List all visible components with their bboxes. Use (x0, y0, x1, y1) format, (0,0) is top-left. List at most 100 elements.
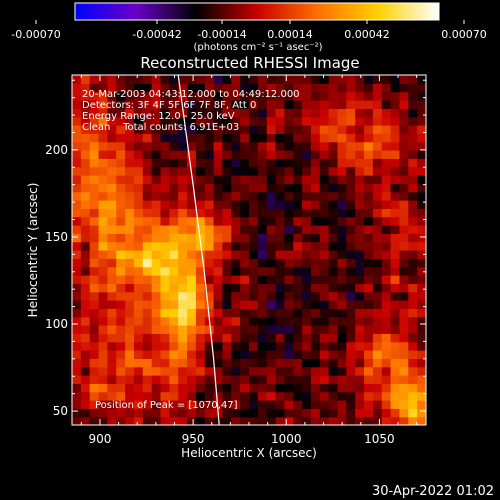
heatmap-cell (151, 150, 162, 159)
heatmap-cell (319, 358, 330, 368)
heatmap-cell (355, 341, 365, 351)
heatmap-cell (125, 250, 135, 259)
heatmap-cell (284, 283, 294, 293)
heatmap-cell (266, 91, 277, 101)
heatmap-cell (328, 133, 339, 143)
heatmap-cell (284, 408, 294, 418)
heatmap-cell (125, 233, 135, 243)
heatmap-cell (169, 233, 179, 243)
heatmap-cell (178, 75, 188, 84)
heatmap-cell (408, 75, 418, 84)
heatmap-cell (133, 175, 144, 184)
heatmap-cell (89, 300, 100, 309)
heatmap-cell (125, 383, 135, 393)
heatmap-cell (107, 300, 117, 309)
heatmap-cell (142, 116, 153, 126)
colorbar-tick-label: -0.00014 (197, 28, 246, 41)
heatmap-cell (116, 241, 126, 251)
heatmap-cell (116, 300, 126, 309)
heatmap-cell (107, 191, 117, 201)
heatmap-cell (355, 250, 365, 259)
heatmap-cell (213, 125, 224, 134)
heatmap-cell (417, 200, 426, 209)
heatmap-cell (213, 383, 224, 393)
heatmap-cell (346, 83, 356, 93)
heatmap-cell (169, 325, 179, 334)
heatmap-cell (125, 100, 135, 109)
heatmap-cell (381, 316, 392, 326)
heatmap-cell (293, 300, 303, 309)
heatmap-cell (293, 266, 303, 276)
heatmap-cell (346, 141, 356, 151)
heatmap-cell (195, 216, 206, 226)
heatmap-cell (293, 325, 303, 334)
heatmap-cell (169, 400, 179, 409)
heatmap-cell (417, 75, 426, 84)
heatmap-cell (346, 100, 356, 109)
heatmap-cell (310, 100, 321, 109)
heatmap-cell (302, 83, 312, 93)
heatmap-cell (213, 150, 224, 159)
heatmap-cell (390, 408, 401, 418)
heatmap-cell (381, 308, 392, 318)
heatmap-cell (98, 183, 108, 193)
heatmap-cell (98, 283, 108, 293)
heatmap-cell (372, 358, 383, 368)
heatmap-cell (302, 391, 312, 401)
heatmap-cell (133, 275, 144, 284)
heatmap-cell (399, 150, 409, 159)
heatmap-cell (222, 150, 232, 159)
heatmap-cell (319, 275, 330, 284)
heatmap-cell (390, 316, 401, 326)
heatmap-cell (98, 341, 108, 351)
heatmap-cell (222, 416, 232, 425)
heatmap-cell (337, 75, 347, 84)
heatmap-cell (72, 416, 82, 425)
heatmap-cell (293, 200, 303, 209)
heatmap-cell (381, 383, 392, 393)
heatmap-cell (133, 200, 144, 209)
heatmap-cell (293, 308, 303, 318)
heatmap-cell (275, 325, 285, 334)
heatmap-cell (417, 100, 426, 109)
heatmap-cell (302, 250, 312, 259)
heatmap-cell (399, 375, 409, 384)
heatmap-cell (249, 250, 259, 259)
heatmap-cell (319, 266, 330, 276)
heatmap-cell (169, 341, 179, 351)
heatmap-cell (275, 200, 285, 209)
heatmap-cell (116, 416, 126, 425)
heatmap-cell (390, 275, 401, 284)
heatmap-cell (231, 175, 241, 184)
heatmap-cell (187, 383, 197, 393)
heatmap-cell (399, 200, 409, 209)
heatmap-cell (364, 158, 374, 168)
heatmap-cell (249, 175, 259, 184)
heatmap-cell (98, 216, 108, 226)
heatmap-cell (107, 250, 117, 259)
heatmap-cell (372, 291, 383, 301)
heatmap-cell (284, 416, 294, 425)
heatmap-cell (169, 358, 179, 368)
heatmap-cell (284, 308, 294, 318)
heatmap-cell (80, 108, 91, 118)
heatmap-cell (169, 191, 179, 201)
heatmap-cell (346, 166, 356, 176)
heatmap-cell (319, 258, 330, 268)
heatmap-cell (390, 250, 401, 259)
heatmap-cell (337, 216, 347, 226)
heatmap-cell (80, 291, 91, 301)
heatmap-cell (116, 358, 126, 368)
heatmap-cell (266, 325, 277, 334)
heatmap-cell (302, 116, 312, 126)
heatmap-cell (222, 200, 232, 209)
heatmap-cell (195, 283, 206, 293)
heatmap-cell (151, 391, 162, 401)
heatmap-cell (240, 116, 250, 126)
heatmap-cell (142, 275, 153, 284)
heatmap-cell (337, 116, 347, 126)
heatmap-cell (408, 83, 418, 93)
heatmap-cell (195, 250, 206, 259)
heatmap-cell (249, 200, 259, 209)
heatmap-cell (187, 141, 197, 151)
